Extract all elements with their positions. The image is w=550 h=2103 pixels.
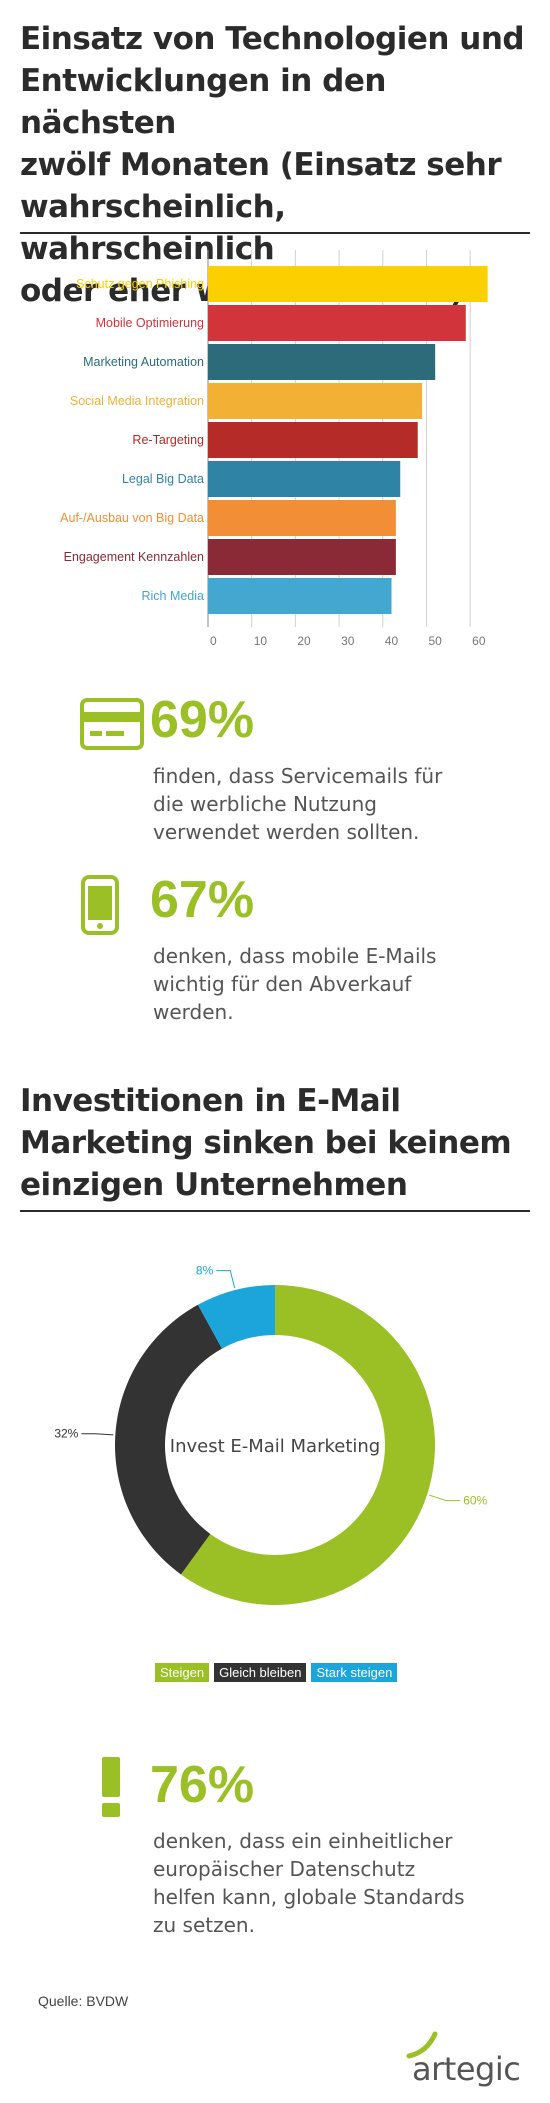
title-line: Investitionen in E-Mail (20, 1083, 401, 1119)
title-line: Marketing sinken bei keinem (20, 1125, 512, 1161)
bar-chart: 0 10 20 30 40 50 60 Schutz gegen Phishing Mobile… (60, 250, 488, 648)
legend-item-steigen: Steigen (155, 1663, 210, 1682)
bar (208, 344, 436, 380)
title-line: Einsatz von Technologien und (20, 21, 525, 57)
x-tick-label: 30 (341, 634, 355, 648)
stat-line: werden. (153, 1000, 234, 1024)
title-line: einzigen Unternehmen (20, 1167, 408, 1203)
x-tick-label: 10 (254, 634, 268, 648)
bar (208, 266, 488, 302)
bar-category-label: Rich Media (141, 589, 204, 603)
stat-mobile-emails: 67% denken, dass mobile E-Mails wichtig … (80, 870, 460, 1030)
slice-value-label: 32% (54, 1427, 78, 1441)
stat-line: verwendet werden sollten. (153, 820, 420, 844)
bar (208, 422, 418, 458)
stat-line: europäischer Datenschutz (153, 1857, 416, 1881)
stat-line: denken, dass ein einheitlicher (153, 1829, 453, 1853)
stat-value: 69% (150, 691, 255, 749)
title-line: Entwicklungen in den nächsten (20, 63, 386, 141)
section-title-technologies: Einsatz von Technologien und Entwicklunge… (20, 18, 530, 312)
x-tick-label: 60 (472, 634, 486, 648)
credit-card-icon (80, 698, 144, 750)
chart-legend: Steigen Gleich bleiben Stark steigen (155, 1663, 398, 1682)
stat-line: denken, dass mobile E-Mails (153, 944, 437, 968)
bar (208, 539, 396, 575)
x-tick-label: 40 (385, 634, 399, 648)
title-underline (20, 1210, 530, 1212)
donut-slice (180, 1285, 435, 1605)
slice-leader-line (428, 1494, 461, 1502)
bar-category-label: Marketing Automation (83, 355, 204, 369)
title-underline (20, 232, 530, 234)
slice-value-label: 60% (463, 1494, 487, 1508)
bar-category-label: Engagement Kennzahlen (64, 550, 204, 564)
bar-category-label: Legal Big Data (122, 472, 204, 486)
donut-chart: 60% 32% 8% Invest E-Mail Marketing (54, 1264, 488, 1605)
section-title-investments: Investitionen in E-Mail Marketing sinken … (20, 1080, 530, 1206)
brand-swoosh-icon (406, 2031, 438, 2059)
bar (208, 383, 423, 419)
bar-category-label: Social Media Integration (70, 394, 204, 408)
source-note: Quelle: BVDW (38, 1993, 129, 2009)
legend-item-gleich-bleiben: Gleich bleiben (214, 1663, 307, 1682)
bar (208, 500, 396, 536)
stat-datenschutz: 76% denken, dass ein einheitlicher europ… (80, 1755, 465, 1955)
stat-description: finden, dass Servicemails für die werbli… (153, 762, 473, 846)
bar-category-label: Schutz gegen Phishing (76, 277, 204, 291)
slice-leader-line (216, 1270, 236, 1289)
donut-slice (197, 1285, 275, 1349)
slice-value-label: 8% (196, 1264, 214, 1278)
bar (208, 461, 401, 497)
brand-logo: artegic (412, 2050, 521, 2088)
stat-line: zu setzen. (153, 1913, 255, 1937)
stat-line: helfen kann, globale Standards (153, 1885, 465, 1909)
stat-servicemails: 69% finden, dass Servicemails für die we… (80, 690, 460, 850)
bar-category-label: Mobile Optimierung (96, 316, 204, 330)
x-tick-label: 20 (297, 634, 311, 648)
x-tick-label: 50 (428, 634, 442, 648)
smartphone-icon (81, 875, 119, 935)
bar (208, 578, 392, 614)
bar (208, 305, 466, 341)
stat-description: denken, dass mobile E-Mails wichtig für … (153, 942, 473, 1026)
title-line: zwölf Monaten (Einsatz sehr (20, 147, 502, 183)
stat-line: finden, dass Servicemails für (153, 764, 443, 788)
stat-line: die werbliche Nutzung (153, 792, 377, 816)
legend-item-stark-steigen: Stark steigen (311, 1663, 398, 1682)
stat-line: wichtig für den Abverkauf (153, 972, 412, 996)
stat-description: denken, dass ein einheitlicher europäisc… (153, 1827, 483, 1939)
bar-category-label: Auf-/Ausbau von Big Data (60, 511, 204, 525)
slice-leader-line (81, 1433, 114, 1436)
exclamation-icon (102, 1757, 120, 1817)
stat-value: 67% (150, 871, 255, 929)
stat-value: 76% (150, 1756, 255, 1814)
donut-slice (114, 1304, 223, 1575)
title-line: wahrscheinlich, wahrscheinlich (20, 189, 286, 267)
donut-center-label: Invest E-Mail Marketing (170, 1436, 380, 1457)
x-tick-label: 0 (210, 634, 217, 648)
bar-category-label: Re-Targeting (132, 433, 204, 447)
